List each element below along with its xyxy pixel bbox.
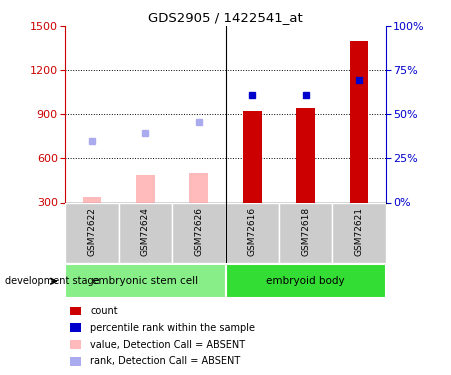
Text: GSM72618: GSM72618: [301, 207, 310, 256]
Text: GSM72616: GSM72616: [248, 207, 257, 256]
Text: count: count: [90, 306, 118, 316]
Bar: [172, 202, 226, 262]
Text: GDS2905 / 1422541_at: GDS2905 / 1422541_at: [148, 11, 303, 24]
Bar: [189, 173, 208, 202]
Text: embryonic stem cell: embryonic stem cell: [92, 276, 198, 286]
Bar: [83, 196, 101, 202]
Bar: [119, 202, 172, 262]
Bar: [65, 202, 119, 262]
Bar: [65, 264, 226, 298]
Bar: [332, 202, 386, 262]
Text: GSM72622: GSM72622: [87, 207, 97, 256]
Text: embryoid body: embryoid body: [266, 276, 345, 286]
Bar: [350, 41, 368, 203]
Bar: [243, 111, 262, 202]
Text: value, Detection Call = ABSENT: value, Detection Call = ABSENT: [90, 339, 245, 350]
Text: GSM72624: GSM72624: [141, 207, 150, 256]
Bar: [279, 202, 332, 262]
Bar: [296, 108, 315, 202]
Text: GSM72621: GSM72621: [354, 207, 364, 256]
Text: GSM72626: GSM72626: [194, 207, 203, 256]
Bar: [226, 264, 386, 298]
Bar: [136, 175, 155, 202]
Bar: [226, 202, 279, 262]
Text: percentile rank within the sample: percentile rank within the sample: [90, 322, 255, 333]
Text: development stage: development stage: [5, 276, 99, 286]
Text: rank, Detection Call = ABSENT: rank, Detection Call = ABSENT: [90, 356, 240, 366]
